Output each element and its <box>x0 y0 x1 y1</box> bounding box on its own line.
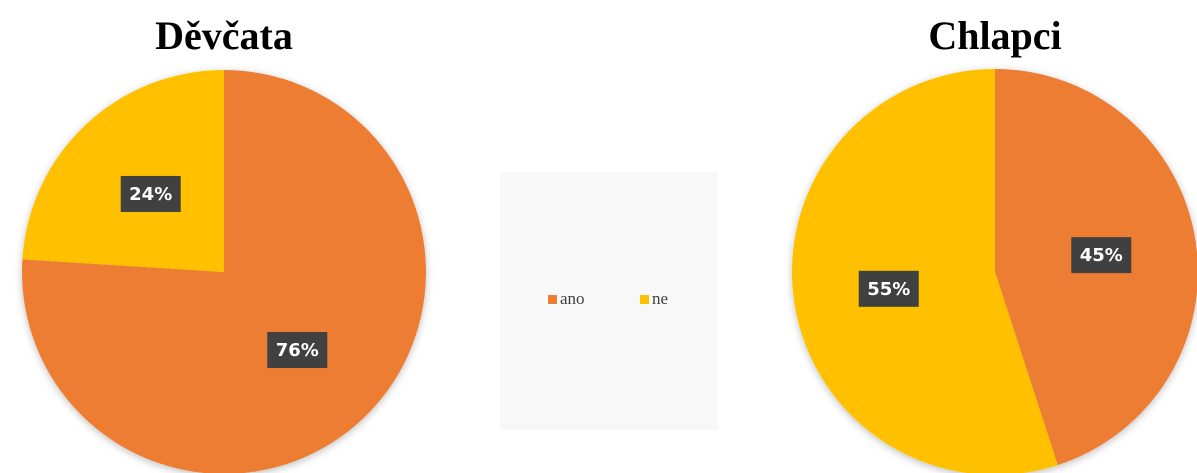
data-label: 24% <box>129 184 172 205</box>
pie-slice <box>22 70 224 272</box>
legend-label: ano <box>560 289 585 308</box>
chart-title: Chlapci <box>928 13 1061 58</box>
pie-slice <box>792 69 1058 473</box>
legend-box <box>500 172 718 430</box>
data-label: 55% <box>867 279 910 300</box>
data-label-box <box>858 270 919 307</box>
legend-swatch <box>640 295 649 304</box>
legend-label: ne <box>652 289 668 308</box>
data-label: 76% <box>276 340 319 361</box>
pie-slice <box>22 70 426 473</box>
legend-swatch <box>548 295 557 304</box>
data-label: 45% <box>1080 245 1123 266</box>
pie <box>792 69 1197 473</box>
chart-title: Děvčata <box>155 13 293 58</box>
data-label-box <box>120 175 181 212</box>
data-label-box <box>267 332 328 369</box>
data-label-box <box>1071 237 1132 274</box>
pie <box>22 70 426 473</box>
